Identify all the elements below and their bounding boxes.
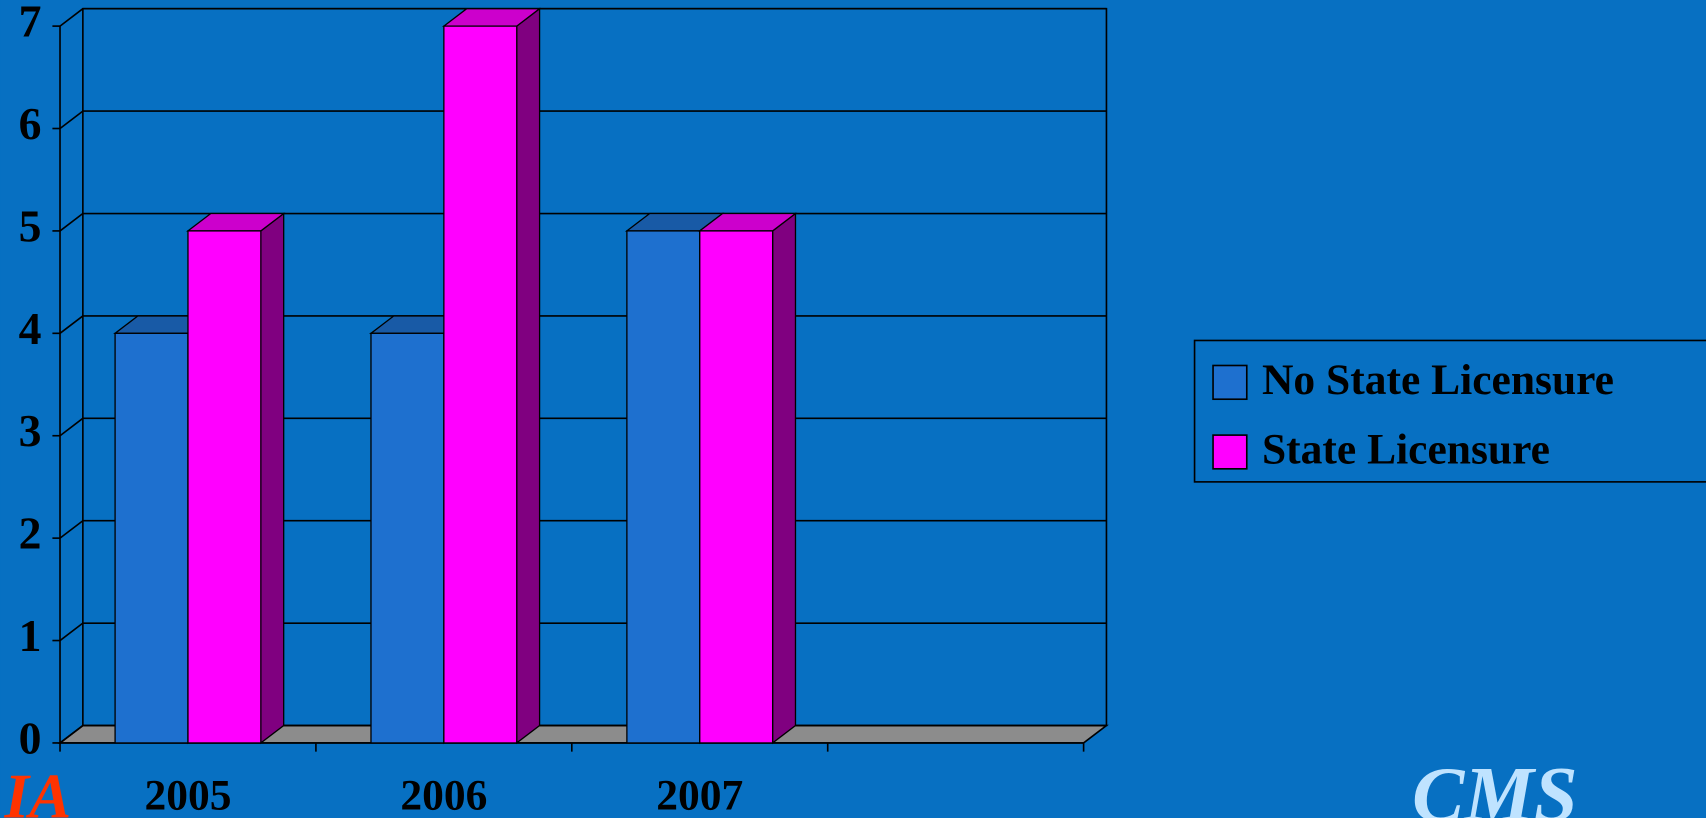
bar xyxy=(626,230,701,744)
bar-side xyxy=(771,212,797,745)
grid-line-side xyxy=(59,315,84,334)
bar xyxy=(187,230,262,744)
grid-line-side xyxy=(59,622,84,642)
y-tick-label: 5 xyxy=(19,200,42,251)
y-tick-label: 6 xyxy=(19,98,42,149)
y-tick-label: 0 xyxy=(19,712,42,763)
bar-side xyxy=(516,7,541,745)
grid-line-side xyxy=(59,724,84,744)
y-tick-label: 1 xyxy=(19,610,42,661)
grid-line-side xyxy=(59,520,84,539)
y-tick-label: 7 xyxy=(19,0,42,47)
bar xyxy=(114,332,189,744)
bar xyxy=(370,332,445,744)
legend-label: State Licensure xyxy=(1262,426,1550,474)
y-tick-label: 4 xyxy=(19,303,42,354)
grid-line-side xyxy=(59,8,84,27)
bar xyxy=(443,25,518,744)
legend-box xyxy=(1193,339,1706,483)
grid-line-side xyxy=(59,110,84,130)
grid-line-side xyxy=(59,212,84,232)
logo-cms: CMS xyxy=(1412,751,1577,818)
y-tick-label: 2 xyxy=(19,508,42,559)
y-tick-label: 3 xyxy=(19,405,42,456)
legend-swatch xyxy=(1212,434,1248,470)
x-tick-label: 2006 xyxy=(400,771,487,818)
logo-ia: IA xyxy=(4,761,72,818)
grid-line-side xyxy=(59,417,84,437)
x-tick-label: 2007 xyxy=(656,771,743,818)
legend-swatch xyxy=(1212,364,1248,401)
bar xyxy=(699,230,774,744)
bar-side xyxy=(260,212,285,745)
x-tick-label: 2005 xyxy=(144,771,231,818)
legend-label: No State Licensure xyxy=(1262,356,1614,404)
